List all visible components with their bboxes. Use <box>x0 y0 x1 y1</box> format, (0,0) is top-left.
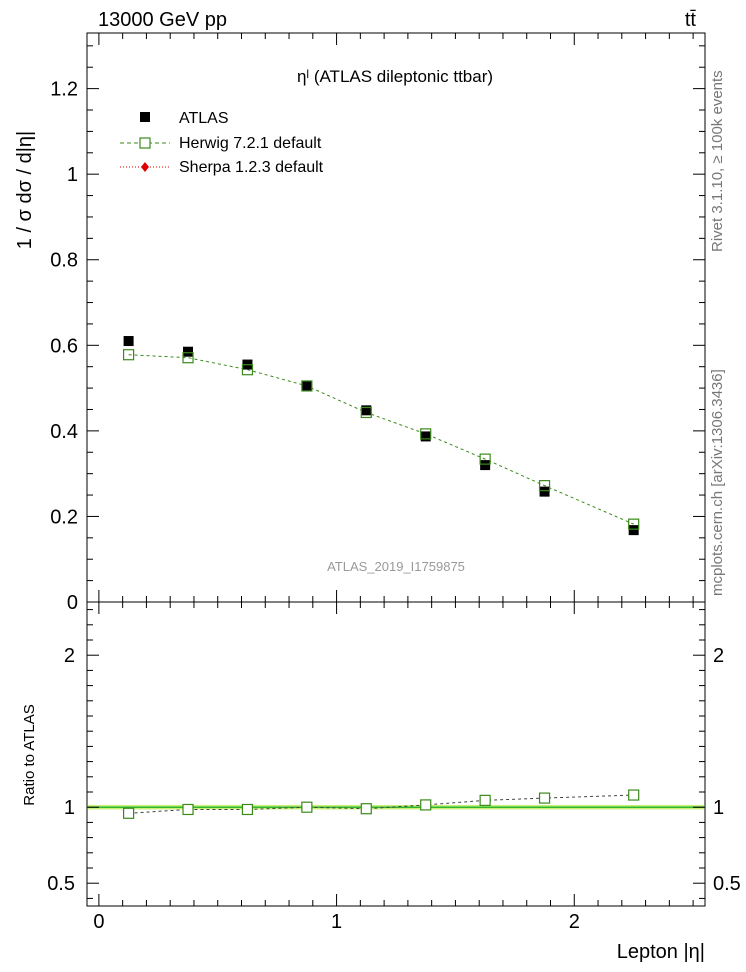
atlas-data-point <box>123 336 134 347</box>
herwig-ratio-point <box>628 789 640 801</box>
atlas-data-point <box>361 405 372 416</box>
ratio-y-tick-label-right: 0.5 <box>713 873 741 895</box>
herwig-data-point <box>628 518 640 530</box>
herwig-data-point <box>122 349 135 361</box>
main-y-tick-label: 0.2 <box>50 506 78 528</box>
legend-herwig-marker <box>139 137 151 149</box>
ratio-y-tick-label: 2 <box>64 645 75 667</box>
ratio-reference-band <box>87 804 705 810</box>
main-series-layer <box>122 336 640 536</box>
legend-sherpa-label: Sherpa 1.2.3 default <box>179 159 324 176</box>
herwig-data-point <box>479 453 491 465</box>
herwig-data-point <box>360 406 372 419</box>
legend-sherpa-marker <box>141 162 149 172</box>
ratio-y-axis-label: Ratio to ATLAS <box>21 704 38 805</box>
herwig-line <box>128 354 634 525</box>
main-y-axis-label: 1 / σ dσ / d|η| <box>14 131 36 249</box>
herwig-ratio-point <box>420 799 432 811</box>
legend-atlas-label: ATLAS <box>179 110 229 127</box>
x-axis-label: Lepton |η| <box>617 941 705 963</box>
herwig-ratio-point <box>538 792 551 804</box>
x-tick-label: 2 <box>569 911 580 933</box>
main-x-axis <box>98 33 694 602</box>
main-y-axis: 0 0.2 0.4 0.6 0.8 1 1.2 <box>50 45 705 614</box>
atlas-data-point <box>480 460 491 471</box>
atlas-data-point <box>420 431 431 442</box>
herwig-ratio-point <box>360 803 372 815</box>
herwig-data-point <box>538 480 551 492</box>
herwig-ratio-point <box>241 803 254 816</box>
ratio-y-tick-label-right: 2 <box>713 645 724 667</box>
main-y-tick-label: 1 <box>67 164 78 186</box>
herwig-ratio-point <box>301 801 313 813</box>
ratio-y-axis: 0.5 0.5 1 1 2 2 <box>47 609 741 899</box>
main-y-tick-label: 0.6 <box>50 335 78 357</box>
main-y-tick-label: 0.4 <box>50 421 78 443</box>
atlas-data-point <box>539 486 550 497</box>
legend-herwig-label: Herwig 7.2.1 default <box>179 135 322 152</box>
main-y-tick-label: 0 <box>67 592 78 614</box>
x-tick-label: 1 <box>331 911 342 933</box>
ratio-x-axis: 0 1 2 <box>93 602 694 933</box>
herwig-data-point <box>241 364 254 376</box>
analysis-id-label: ATLAS_2019_I1759875 <box>327 559 465 574</box>
atlas-data-point <box>183 346 194 357</box>
herwig-data-point <box>420 428 432 440</box>
herwig-ratio-line <box>128 794 634 814</box>
herwig-data-point <box>182 352 194 364</box>
herwig-ratio-point <box>122 807 135 819</box>
mcplots-label: mcplots.cern.ch [arXiv:1306.3436] <box>709 369 726 596</box>
ratio-panel-frame <box>86 601 706 907</box>
energy-label: 13000 GeV pp <box>98 9 227 31</box>
ratio-y-tick-label: 0.5 <box>47 873 75 895</box>
atlas-data-point <box>301 380 312 391</box>
herwig-ratio-point <box>182 803 194 816</box>
herwig-ratio-point <box>479 794 491 806</box>
herwig-data-point <box>301 380 313 392</box>
x-tick-label: 0 <box>93 911 104 933</box>
ratio-y-tick-label: 1 <box>64 797 75 819</box>
chart-title: ηˡ (ATLAS dileptonic ttbar) <box>297 67 493 86</box>
process-label: tt̄ <box>685 9 697 31</box>
rivet-label: Rivet 3.1.10, ≥ 100k events <box>709 70 726 252</box>
ratio-series-layer <box>122 789 640 819</box>
ratio-y-tick-label-right: 1 <box>713 797 724 819</box>
atlas-data-point <box>628 525 639 536</box>
main-y-tick-label: 1.2 <box>50 79 78 101</box>
legend-atlas-marker <box>140 112 150 122</box>
legend: ATLAS Herwig 7.2.1 default Sherpa 1.2.3 … <box>120 110 324 176</box>
main-y-tick-label: 0.8 <box>50 250 78 272</box>
